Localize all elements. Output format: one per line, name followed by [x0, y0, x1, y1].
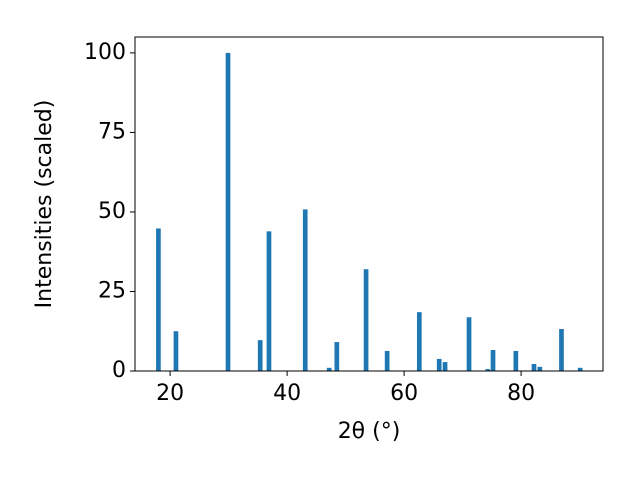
bar [442, 362, 448, 371]
bar [156, 228, 161, 371]
x-tick-label: 40 [273, 381, 301, 406]
bar [384, 350, 390, 371]
x-tick-label: 20 [156, 381, 184, 406]
y-tick-label: 75 [98, 119, 126, 144]
bar [326, 367, 332, 371]
bar [577, 367, 583, 371]
bar [266, 231, 272, 371]
y-tick-label: 0 [112, 358, 126, 383]
bar [363, 269, 369, 371]
bar [559, 329, 564, 371]
x-axis-label: 2θ (°) [338, 419, 401, 444]
bar [485, 369, 491, 371]
bar [225, 52, 231, 372]
y-tick-label: 25 [98, 278, 126, 303]
x-tick-label: 80 [507, 381, 535, 406]
y-tick-label: 50 [98, 199, 126, 224]
bar [436, 358, 442, 371]
bar [531, 364, 537, 371]
x-tick-label: 60 [390, 381, 418, 406]
bar [490, 350, 496, 371]
plot-frame [134, 36, 604, 372]
y-tick-label: 100 [84, 40, 126, 65]
y-axis-label: Intensities (scaled) [32, 100, 57, 309]
bar [513, 350, 519, 371]
bar [334, 342, 340, 371]
bar [302, 209, 308, 371]
bar [173, 331, 179, 371]
bar [537, 366, 543, 371]
bar [466, 317, 472, 371]
bar [416, 312, 422, 371]
bar [257, 340, 263, 371]
